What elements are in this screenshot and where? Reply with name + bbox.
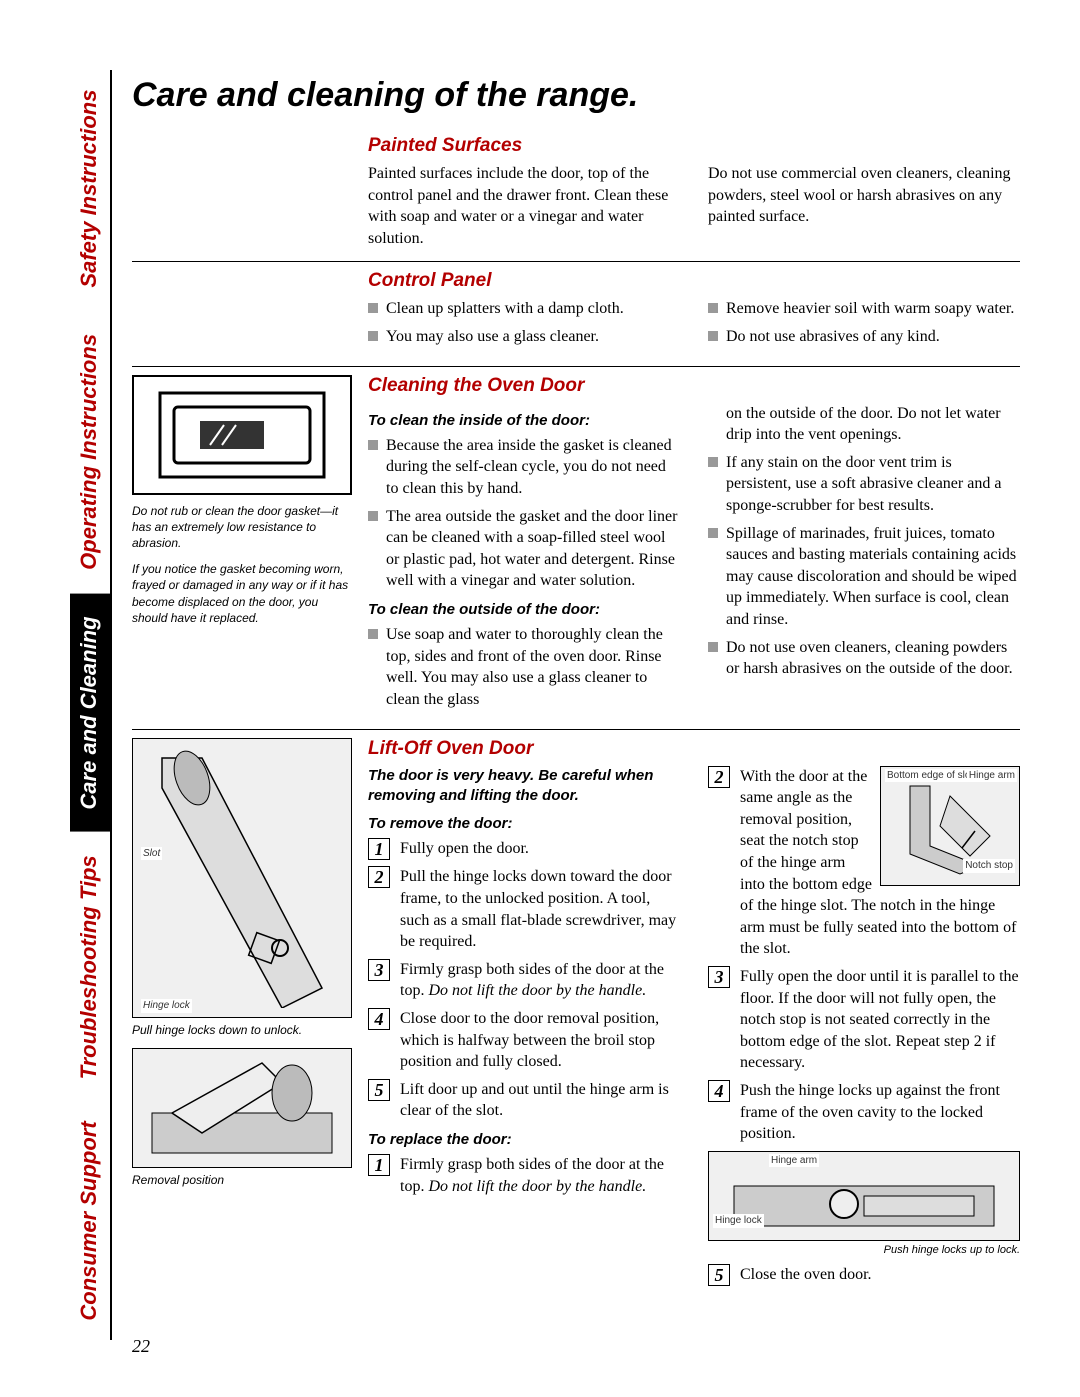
hinge-caption: Pull hinge locks down to unlock. bbox=[132, 1022, 352, 1038]
painted-col1: Painted surfaces include the door, top o… bbox=[368, 163, 680, 249]
sub-inside: To clean the inside of the door: bbox=[368, 411, 680, 431]
oven-door-gasket-figure bbox=[132, 375, 352, 495]
gasket-caption-2: If you notice the gasket becoming worn, … bbox=[132, 561, 352, 626]
bullet: Clean up splatters with a damp cloth. bbox=[368, 298, 680, 320]
heading-liftoff: Lift-Off Oven Door bbox=[368, 738, 1020, 760]
hinge-lock-figure: Slot Hinge lock bbox=[132, 738, 352, 1018]
step: 2 Bottom edge of slot Hinge arm Notch st… bbox=[708, 766, 1020, 960]
manual-page: Safety Instructions Operating Instructio… bbox=[70, 70, 1030, 1340]
page-title: Care and cleaning of the range. bbox=[132, 76, 1020, 115]
heading-oven-door: Cleaning the Oven Door bbox=[368, 375, 1020, 397]
heading-control: Control Panel bbox=[368, 270, 1020, 292]
step: 4Close door to the door removal position… bbox=[368, 1008, 680, 1073]
lock-position-figure: Hinge arm Hinge lock bbox=[708, 1151, 1020, 1241]
bullet: Spillage of marinades, fruit juices, tom… bbox=[708, 523, 1020, 631]
removal-position-figure bbox=[132, 1048, 352, 1168]
bullet: Use soap and water to thoroughly clean t… bbox=[368, 624, 680, 710]
page-number: 22 bbox=[132, 1336, 150, 1357]
page-content: Care and cleaning of the range. Painted … bbox=[112, 70, 1030, 1340]
side-tabs: Safety Instructions Operating Instructio… bbox=[70, 70, 112, 1340]
section-painted-surfaces: Painted Surfaces Painted surfaces includ… bbox=[132, 135, 1020, 261]
lock-caption: Push hinge locks up to lock. bbox=[708, 1243, 1020, 1258]
door-heavy-warning: The door is very heavy. Be careful when … bbox=[368, 766, 680, 807]
bullet: If any stain on the door vent trim is pe… bbox=[708, 452, 1020, 517]
sub-outside: To clean the outside of the door: bbox=[368, 600, 680, 620]
step: 1Fully open the door. bbox=[368, 838, 680, 860]
section-control-panel: Control Panel Clean up splatters with a … bbox=[132, 261, 1020, 365]
tab-care-cleaning: Care and Cleaning bbox=[70, 594, 110, 832]
tab-consumer-support: Consumer Support bbox=[70, 1102, 110, 1340]
painted-col2: Do not use commercial oven cleaners, cle… bbox=[708, 163, 1020, 249]
tab-safety: Safety Instructions bbox=[70, 70, 110, 308]
step: 5Lift door up and out until the hinge ar… bbox=[368, 1079, 680, 1122]
sub-remove: To remove the door: bbox=[368, 814, 680, 834]
bullet: Because the area inside the gasket is cl… bbox=[368, 435, 680, 500]
step: 3Firmly grasp both sides of the door at … bbox=[368, 959, 680, 1002]
bullet: Remove heavier soil with warm soapy wate… bbox=[708, 298, 1020, 320]
tab-operating: Operating Instructions bbox=[70, 308, 110, 595]
section-oven-door: Do not rub or clean the door gasket—it h… bbox=[132, 366, 1020, 729]
step: 5Close the oven door. bbox=[708, 1264, 1020, 1286]
step: 3Fully open the door until it is paralle… bbox=[708, 966, 1020, 1074]
section-liftoff: Slot Hinge lock Pull hinge locks down to… bbox=[132, 729, 1020, 1340]
step: 4Push the hinge locks up against the fro… bbox=[708, 1080, 1020, 1145]
bullet: Do not use abrasives of any kind. bbox=[708, 326, 1020, 348]
removal-caption: Removal position bbox=[132, 1172, 352, 1188]
label-hinge-lock: Hinge lock bbox=[141, 999, 192, 1013]
continuation-text: on the outside of the door. Do not let w… bbox=[708, 403, 1020, 446]
gasket-caption-1: Do not rub or clean the door gasket—it h… bbox=[132, 503, 352, 552]
tab-troubleshooting: Troubleshooting Tips bbox=[70, 832, 110, 1102]
heading-painted: Painted Surfaces bbox=[368, 135, 1020, 157]
bullet: Do not use oven cleaners, cleaning powde… bbox=[708, 637, 1020, 680]
label-slot: Slot bbox=[141, 847, 162, 861]
step: 1Firmly grasp both sides of the door at … bbox=[368, 1154, 680, 1197]
bullet: You may also use a glass cleaner. bbox=[368, 326, 680, 348]
notch-stop-figure: Bottom edge of slot Hinge arm Notch stop bbox=[880, 766, 1020, 886]
sub-replace: To replace the door: bbox=[368, 1130, 680, 1150]
step: 2Pull the hinge locks down toward the do… bbox=[368, 866, 680, 952]
bullet: The area outside the gasket and the door… bbox=[368, 506, 680, 592]
